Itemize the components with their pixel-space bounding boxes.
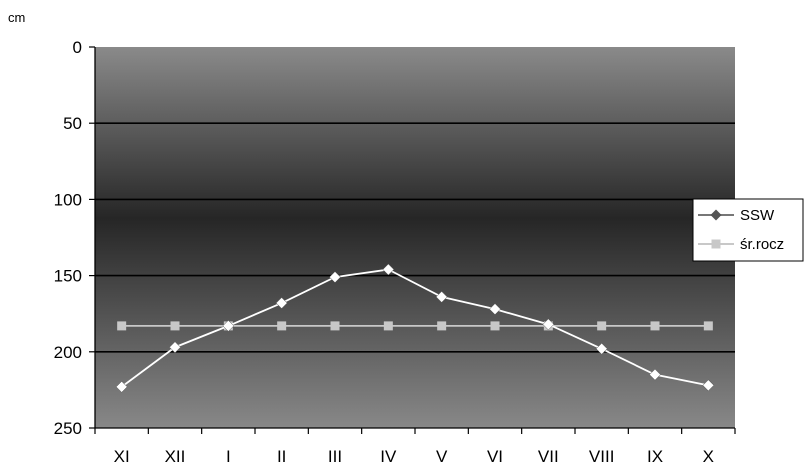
plot-area <box>95 47 735 428</box>
series-layer <box>115 263 715 393</box>
legend-label: SSW <box>740 207 775 224</box>
data-point <box>115 380 128 393</box>
x-tick-label: VI <box>487 447 503 466</box>
x-tick-label: X <box>703 447 714 466</box>
legend-label: śr.rocz <box>740 236 784 253</box>
x-tick-label: XI <box>114 447 130 466</box>
x-tick-label: I <box>226 447 231 466</box>
y-tick-label: 250 <box>54 419 82 438</box>
data-point <box>435 291 448 303</box>
data-point <box>330 321 340 331</box>
data-point <box>489 303 501 315</box>
data-point <box>650 321 660 331</box>
x-tick-label: VIII <box>589 447 615 466</box>
x-tick-label: XII <box>165 447 186 466</box>
x-tick-label: IV <box>380 447 397 466</box>
legend-box <box>692 198 804 262</box>
x-tick-label: V <box>436 447 448 466</box>
y-axis-ticks: 0 50 100 150 200 250 <box>54 38 95 438</box>
x-tick-label: III <box>328 447 342 466</box>
data-point <box>329 271 341 283</box>
data-point <box>437 321 447 331</box>
y-tick-label: 200 <box>54 343 82 362</box>
x-axis-ticks: XI XII I II III IV V VI VII VIII IX X <box>94 428 736 466</box>
gridlines <box>95 122 735 353</box>
data-point <box>490 321 500 331</box>
legend-marker <box>710 209 722 221</box>
data-point <box>169 341 181 354</box>
x-tick-label: IX <box>647 447 663 466</box>
data-point <box>117 321 127 331</box>
x-tick-label: VII <box>538 447 559 466</box>
y-tick-label: 150 <box>54 267 82 286</box>
data-point <box>649 368 661 381</box>
x-tick-label: II <box>277 447 286 466</box>
y-unit-label: cm <box>8 10 25 25</box>
data-point <box>595 342 608 355</box>
data-point <box>542 318 555 331</box>
data-point <box>277 321 287 331</box>
data-point <box>275 297 288 309</box>
data-point <box>170 321 180 331</box>
data-point <box>703 321 713 331</box>
data-point <box>702 379 715 392</box>
legend: SSW śr.rocz <box>692 198 804 262</box>
y-tick-label: 0 <box>73 38 82 57</box>
y-tick-label: 50 <box>63 114 82 133</box>
data-point <box>597 321 607 331</box>
legend-marker <box>711 239 721 249</box>
series-line-SSW <box>121 268 709 388</box>
y-tick-label: 100 <box>54 190 82 209</box>
data-point <box>382 263 395 276</box>
data-point <box>383 321 393 331</box>
data-point <box>222 320 235 332</box>
